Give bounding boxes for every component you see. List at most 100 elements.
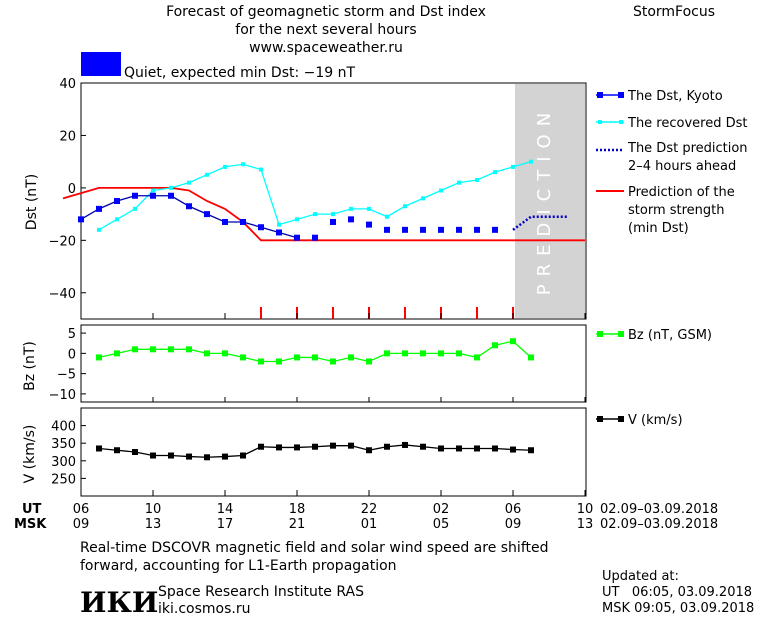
- recovered-dst-point: [295, 217, 299, 222]
- bz-point: [132, 346, 138, 353]
- bz-point: [348, 354, 354, 361]
- dst-kyoto-point: [492, 226, 498, 233]
- msk-tick-label: 01: [361, 517, 378, 532]
- bz-point: [528, 354, 534, 361]
- bz-chart: 5 0 −5 −10: [49, 327, 534, 403]
- bz-point: [204, 350, 210, 357]
- v-point: [384, 443, 390, 450]
- recovered-dst-point: [403, 204, 407, 209]
- ut-tick-label: 10: [145, 502, 162, 517]
- legend-bz: Bz (nT, GSM): [596, 328, 712, 343]
- bz-point: [114, 350, 120, 357]
- legend-dst-prediction-label-1: The Dst prediction: [627, 141, 748, 156]
- status-text: Quiet, expected min Dst: −19 nT: [124, 65, 356, 81]
- bz-point: [222, 350, 228, 357]
- msk-tick-label: 17: [217, 517, 234, 532]
- dst-kyoto-point: [384, 226, 390, 233]
- recovered-dst-point: [223, 164, 227, 169]
- ut-axis-label: UT: [22, 502, 42, 517]
- recovered-dst-point: [439, 188, 443, 193]
- v-point: [276, 444, 282, 451]
- ut-tick-label: 10: [577, 502, 594, 517]
- legend-dst-kyoto: The Dst, Kyoto: [596, 89, 723, 104]
- status-swatch: [81, 52, 121, 76]
- v-point: [366, 447, 372, 454]
- msk-tick-label: 05: [433, 517, 450, 532]
- dst-kyoto-point: [258, 224, 264, 231]
- recovered-dst-point: [367, 206, 371, 211]
- dst-kyoto-point: [294, 234, 300, 241]
- dst-y-tick-label: 0: [68, 182, 76, 197]
- bz-point: [402, 350, 408, 357]
- v-point: [528, 447, 534, 454]
- bz-point: [456, 350, 462, 357]
- v-point: [186, 453, 192, 460]
- v-point: [294, 444, 300, 451]
- bz-point: [294, 354, 300, 361]
- bz-point: [312, 354, 318, 361]
- v-point: [402, 441, 408, 448]
- dst-kyoto-point: [240, 218, 246, 225]
- msk-tick-label: 13: [145, 517, 162, 532]
- v-y-tick-label: 250: [51, 472, 76, 487]
- recovered-dst-point: [475, 178, 479, 183]
- v-point: [114, 447, 120, 454]
- brand-name: StormFocus: [633, 4, 715, 20]
- v-y-tick-label: 400: [51, 420, 76, 435]
- recovered-dst-point: [151, 188, 155, 193]
- ut-tick-label: 06: [73, 502, 90, 517]
- dst-kyoto-point: [348, 216, 354, 223]
- dst-prediction-line: [512, 215, 567, 231]
- bz-y-tick-label: 5: [68, 327, 76, 342]
- recovered-dst-point: [187, 180, 191, 185]
- recovered-dst-point: [133, 206, 137, 211]
- bz-point: [510, 338, 516, 345]
- institute-site-link[interactable]: iki.cosmos.ru: [158, 601, 250, 617]
- website-link[interactable]: www.spaceweather.ru: [249, 40, 403, 56]
- bz-y-tick-label: −10: [49, 388, 76, 403]
- legend-storm-strength: Prediction of the storm strength (min Ds…: [596, 185, 735, 236]
- dst-axis-label: Dst (nT): [24, 174, 40, 230]
- msk-axis-label: MSK: [14, 517, 47, 532]
- legend-storm-label-3: (min Dst): [628, 221, 689, 236]
- legend-v: V (km/s): [596, 413, 683, 428]
- v-point: [132, 449, 138, 455]
- v-point: [204, 454, 210, 461]
- recovered-dst-point: [493, 170, 497, 175]
- msk-date-range: 02.09–03.09.2018: [600, 517, 718, 532]
- bz-y-tick-label: 0: [68, 347, 76, 362]
- dst-kyoto-point: [222, 218, 228, 225]
- legend-recovered-dst: The recovered Dst: [596, 116, 747, 131]
- updated-label: Updated at:: [602, 569, 679, 584]
- bz-point: [330, 358, 336, 365]
- v-point: [96, 445, 102, 452]
- v-point: [258, 443, 264, 450]
- dst-y-tick-label: 20: [59, 129, 76, 144]
- v-point: [240, 452, 246, 459]
- bz-point: [438, 350, 444, 357]
- recovered-dst-point: [241, 162, 245, 167]
- dst-kyoto-point: [78, 216, 84, 223]
- recovered-dst-point: [115, 217, 119, 222]
- bz-y-tick-label: −5: [57, 368, 76, 383]
- legend-dst-prediction-label-2: 2–4 hours ahead: [628, 159, 736, 174]
- institute-name: Space Research Institute RAS: [158, 584, 364, 600]
- v-panel-frame: [80, 407, 587, 497]
- dst-kyoto-point: [420, 226, 426, 233]
- v-point: [348, 442, 354, 449]
- v-point: [222, 453, 228, 460]
- legend-storm-label-1: Prediction of the: [628, 185, 735, 200]
- v-point: [420, 443, 426, 450]
- bz-point: [150, 346, 156, 353]
- bz-point: [384, 350, 390, 357]
- dst-kyoto-point: [402, 226, 408, 233]
- msk-tick-label: 09: [505, 517, 522, 532]
- recovered-dst-point: [331, 212, 335, 217]
- recovered-dst-point: [349, 206, 353, 211]
- ut-date-range: 02.09–03.09.2018: [600, 502, 718, 517]
- ut-tick-label: 06: [505, 502, 522, 517]
- v-y-tick-label: 350: [51, 437, 76, 452]
- recovered-dst-point: [421, 196, 425, 201]
- bz-axis-label: Bz (nT): [22, 341, 38, 391]
